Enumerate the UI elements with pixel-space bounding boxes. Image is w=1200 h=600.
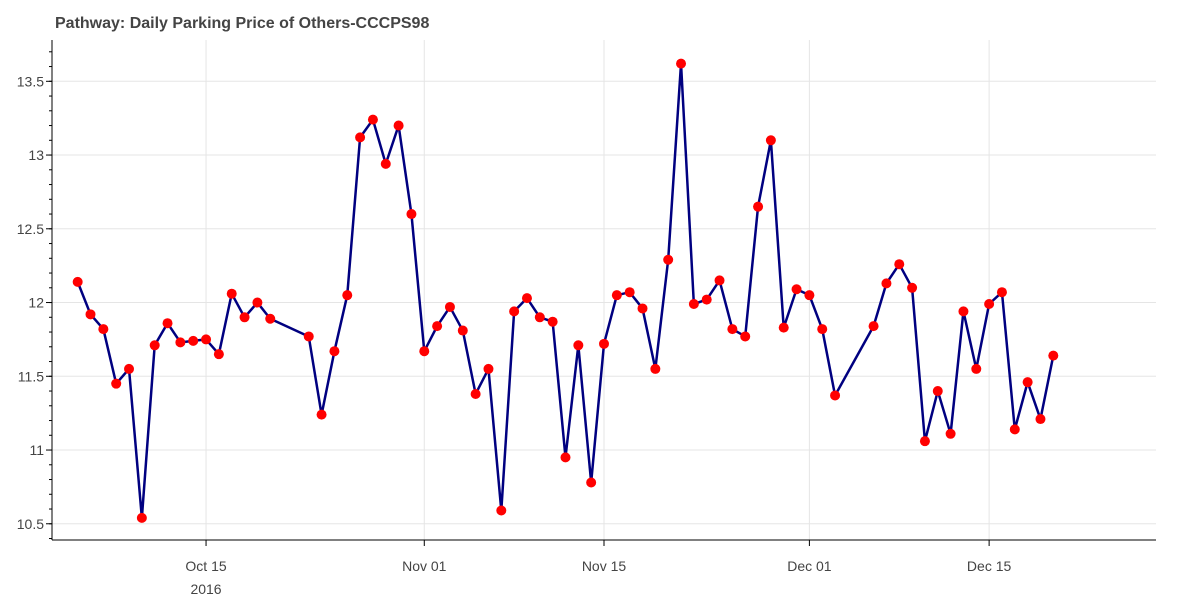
data-point [534, 312, 545, 323]
data-point [676, 58, 687, 69]
x-tick-label: Dec 01 [787, 558, 832, 574]
x-tick-label: Dec 15 [967, 558, 1012, 574]
data-point [996, 287, 1007, 298]
data-point [149, 340, 160, 351]
y-tick-label: 13 [28, 147, 44, 163]
data-point [599, 338, 609, 349]
data-point [85, 309, 96, 320]
data-point [932, 386, 943, 397]
data-point [457, 325, 468, 336]
data-point [136, 512, 147, 523]
data-point [162, 318, 173, 329]
data-point [226, 288, 237, 299]
data-point [201, 334, 212, 345]
data-point [907, 282, 918, 293]
data-point [303, 331, 314, 342]
data-point [316, 409, 327, 420]
data-point [868, 321, 879, 332]
data-point [188, 335, 199, 346]
data-point [496, 505, 507, 516]
x-axis-ticks: Oct 15 2016 Nov 01 Nov 15 Dec 01 Dec 15 [185, 540, 1012, 597]
data-point [624, 287, 635, 298]
data-point [329, 346, 340, 357]
data-point [509, 306, 520, 317]
data-point [393, 120, 404, 131]
data-point [367, 114, 378, 125]
data-point [1009, 424, 1020, 435]
data-point [945, 428, 956, 439]
data-points [72, 58, 1059, 523]
x-tick-label: Nov 15 [582, 558, 627, 574]
x-tick-sublabel: 2016 [190, 581, 221, 597]
data-point [637, 303, 648, 314]
data-point [740, 331, 751, 342]
data-point [971, 363, 982, 374]
data-point [470, 388, 481, 399]
data-point [72, 276, 83, 287]
data-point [265, 313, 276, 324]
y-tick-label: 11 [29, 442, 44, 458]
data-point [984, 299, 995, 310]
data-point [765, 135, 776, 146]
data-point [894, 259, 905, 270]
chart-title: Pathway: Daily Parking Price of Others-C… [55, 15, 429, 32]
data-point [432, 321, 443, 332]
y-tick-label: 12 [28, 295, 44, 311]
data-point [727, 324, 738, 335]
data-point [239, 312, 250, 323]
data-point [804, 290, 815, 301]
data-point [483, 363, 494, 374]
data-point [919, 436, 930, 447]
data-point [98, 324, 109, 335]
data-point [791, 284, 802, 295]
data-point [958, 306, 969, 317]
data-point [213, 349, 224, 360]
data-point [342, 290, 353, 301]
data-point [688, 299, 699, 310]
data-point [111, 378, 122, 389]
data-point [817, 324, 828, 335]
data-point [547, 316, 558, 327]
data-point [701, 294, 712, 305]
data-point [560, 452, 571, 463]
data-point [355, 132, 366, 143]
data-point [1048, 350, 1059, 361]
data-point [175, 337, 186, 348]
data-point [124, 363, 135, 374]
data-point [586, 477, 597, 488]
data-point [252, 297, 263, 308]
y-tick-label: 10.5 [17, 516, 44, 532]
data-point [444, 301, 455, 312]
data-point [714, 275, 725, 286]
data-point [650, 363, 661, 374]
data-point [406, 209, 417, 220]
data-point [573, 340, 584, 351]
y-tick-label: 13.5 [17, 73, 44, 89]
data-point [778, 322, 789, 333]
data-point [521, 293, 532, 304]
x-tick-label: Oct 15 [185, 558, 226, 574]
data-point [830, 390, 841, 401]
data-point [663, 254, 674, 265]
data-point [380, 158, 391, 169]
grid-lines [52, 40, 1156, 540]
data-point [753, 201, 764, 212]
x-tick-label: Nov 01 [402, 558, 447, 574]
data-point [881, 278, 892, 289]
y-tick-label: 11.5 [18, 368, 44, 384]
data-point [611, 290, 622, 301]
data-point [1022, 377, 1033, 388]
data-point [1035, 414, 1046, 425]
data-point [419, 346, 430, 357]
y-tick-label: 12.5 [17, 221, 44, 237]
y-axis-ticks: 10.5 11 11.5 12 12.5 13 13.5 [17, 51, 52, 540]
